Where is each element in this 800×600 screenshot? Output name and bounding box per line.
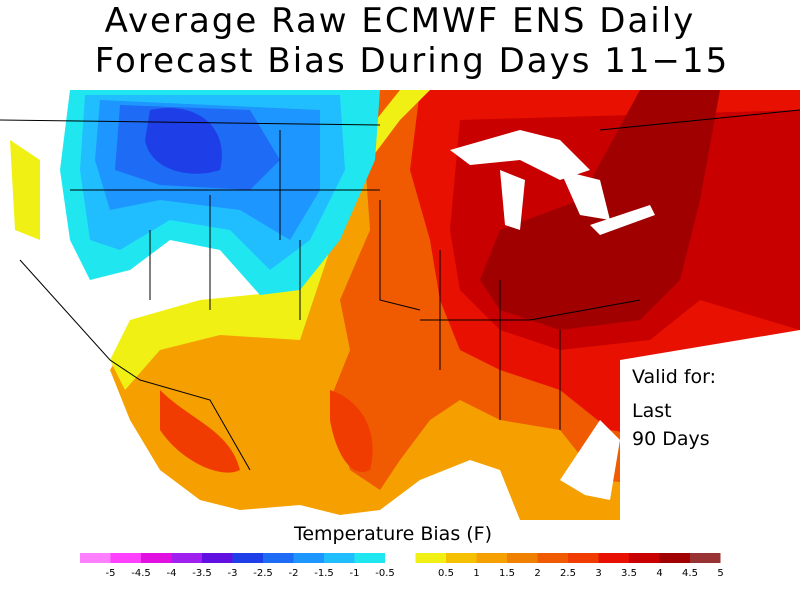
colorbar-box	[80, 553, 111, 563]
colorbar-tick-label: -4	[167, 568, 177, 579]
colorbar: -5 -4.5 -4 -3.5 -3 -2.5 -2 -1.5 -1 -0.5 0.5 1 1.5 2 2.…	[80, 553, 724, 579]
ocean	[560, 420, 620, 500]
valid-note: Last	[632, 400, 672, 422]
colorbar-tick-label: -2	[289, 568, 299, 579]
lake	[560, 170, 610, 220]
colorbar-tick-label: -1	[350, 568, 360, 579]
colorbar-box	[537, 553, 568, 563]
colorbar-box	[171, 553, 202, 563]
colorbar-tick-label: -0.5	[375, 568, 395, 579]
title-line: Forecast Bias During Days 11−15	[95, 41, 730, 81]
colorbar-box	[293, 553, 324, 563]
colorbar-tick-label: 1.5	[499, 568, 515, 579]
colorbar-tick-label: -2.5	[253, 568, 273, 579]
lake	[500, 170, 525, 230]
title-line: Average Raw ECMWF ENS Daily	[105, 1, 696, 41]
colorbar-box	[232, 553, 263, 563]
colorbar-box	[629, 553, 660, 563]
ocean	[620, 330, 800, 520]
bias-contour	[145, 108, 222, 174]
colorbar-tick-label: 2.5	[560, 568, 576, 579]
valid-note: Valid for:	[632, 366, 716, 388]
colorbar-box	[598, 553, 629, 563]
colorbar-tick-label: -1.5	[314, 568, 334, 579]
bias-contour	[10, 140, 40, 240]
colorbar-tick-label: -4.5	[131, 568, 151, 579]
colorbar-box	[202, 553, 233, 563]
colorbar-box	[446, 553, 477, 563]
colorbar-box	[659, 553, 690, 563]
lake	[590, 205, 655, 235]
colorbar-tick-label: 2	[534, 568, 540, 579]
colorbar-tick-label: 1	[473, 568, 479, 579]
colorbar-tick-label: 4	[656, 568, 662, 579]
colorbar-box	[415, 553, 446, 563]
colorbar-tick-label: 3.5	[621, 568, 637, 579]
colorbar-box	[385, 553, 416, 563]
colorbar-tick-label: 4.5	[682, 568, 698, 579]
colorbar-tick-label: 0.5	[438, 568, 454, 579]
colorbar-tick-label: 5	[717, 568, 723, 579]
colorbar-box	[110, 553, 141, 563]
colorbar-tick-label: -3.5	[192, 568, 212, 579]
colorbar-box	[690, 553, 721, 563]
bias-contour	[330, 390, 373, 472]
colorbar-tick-label: -5	[106, 568, 116, 579]
bias-contour	[110, 90, 430, 390]
valid-note: 90 Days	[632, 428, 710, 450]
colorbar-box	[476, 553, 507, 563]
colorbar-title: Temperature Bias (F)	[293, 523, 492, 545]
colorbar-tick-label: -3	[228, 568, 238, 579]
lake	[450, 130, 590, 180]
colorbar-box	[507, 553, 538, 563]
map	[0, 90, 800, 520]
colorbar-box	[141, 553, 172, 563]
colorbar-box	[324, 553, 355, 563]
bias-contour	[160, 390, 240, 473]
colorbar-box	[263, 553, 294, 563]
state-border	[0, 109, 800, 471]
colorbar-tick-label: 3	[595, 568, 601, 579]
colorbar-box	[568, 553, 599, 563]
colorbar-box	[354, 553, 385, 563]
